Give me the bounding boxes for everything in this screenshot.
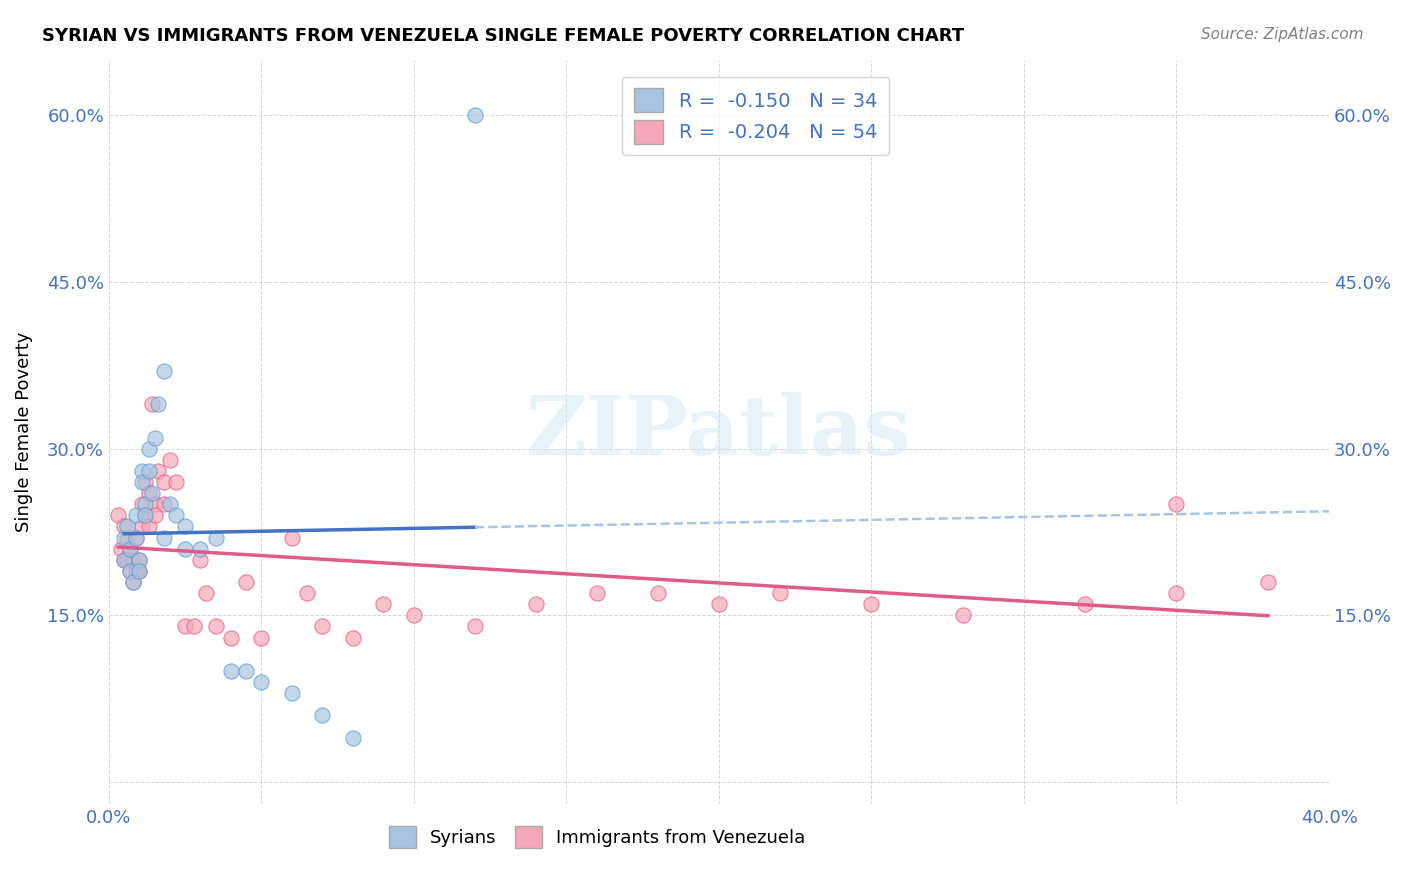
Point (134, 475, 156, 489)
Point (143, 497, 166, 511)
Point (769, 586, 792, 600)
Point (342, 631, 364, 645)
Point (128, 553, 150, 567)
Point (143, 508, 166, 523)
Point (295, 586, 318, 600)
Point (524, 597, 547, 611)
Point (464, 108, 486, 122)
Point (204, 619, 226, 633)
Point (174, 541, 197, 556)
Point (115, 553, 138, 567)
Point (219, 664, 242, 678)
Point (165, 508, 187, 523)
Point (183, 619, 205, 633)
Point (952, 608, 974, 623)
Point (141, 397, 163, 411)
Point (134, 497, 156, 511)
Text: SYRIAN VS IMMIGRANTS FROM VENEZUELA SINGLE FEMALE POVERTY CORRELATION CHART: SYRIAN VS IMMIGRANTS FROM VENEZUELA SING… (42, 27, 965, 45)
Point (190, 553, 212, 567)
Point (120, 541, 142, 556)
Point (311, 619, 333, 633)
Point (141, 486, 163, 500)
Point (1257, 574, 1279, 589)
Point (281, 531, 304, 545)
Point (143, 430, 166, 444)
Point (128, 553, 150, 567)
Point (112, 519, 135, 533)
Point (373, 597, 395, 611)
Point (250, 631, 273, 645)
Point (134, 508, 156, 523)
Point (647, 586, 669, 600)
Point (125, 508, 148, 523)
Point (152, 497, 174, 511)
Point (1166, 586, 1188, 600)
Point (174, 519, 197, 533)
Point (122, 553, 145, 567)
Legend: Syrians, Immigrants from Venezuela: Syrians, Immigrants from Venezuela (381, 818, 813, 855)
Point (159, 497, 181, 511)
Point (112, 531, 135, 545)
Point (125, 531, 148, 545)
Point (115, 531, 138, 545)
Point (138, 464, 160, 478)
Point (402, 608, 425, 623)
Point (250, 675, 273, 690)
Point (125, 564, 148, 578)
Point (146, 397, 169, 411)
Point (138, 442, 160, 456)
Text: ZIPatlas: ZIPatlas (526, 392, 911, 472)
Point (219, 631, 242, 645)
Y-axis label: Single Female Poverty: Single Female Poverty (15, 332, 32, 533)
Point (235, 574, 257, 589)
Text: Source: ZipAtlas.com: Source: ZipAtlas.com (1201, 27, 1364, 42)
Point (134, 508, 156, 523)
Point (122, 574, 145, 589)
Point (128, 564, 150, 578)
Point (120, 541, 142, 556)
Point (235, 664, 257, 678)
Point (152, 475, 174, 489)
Point (204, 531, 226, 545)
Point (311, 708, 333, 723)
Point (190, 541, 212, 556)
Point (110, 541, 132, 556)
Point (707, 597, 730, 611)
Point (281, 686, 304, 700)
Point (146, 464, 169, 478)
Point (107, 508, 129, 523)
Point (152, 364, 174, 378)
Point (159, 452, 181, 467)
Point (464, 619, 486, 633)
Point (125, 531, 148, 545)
Point (120, 564, 142, 578)
Point (1074, 597, 1097, 611)
Point (165, 475, 187, 489)
Point (138, 486, 160, 500)
Point (174, 619, 197, 633)
Point (138, 519, 160, 533)
Point (131, 475, 153, 489)
Point (152, 531, 174, 545)
Point (128, 564, 150, 578)
Point (1166, 497, 1188, 511)
Point (195, 586, 218, 600)
Point (131, 497, 153, 511)
Point (120, 564, 142, 578)
Point (115, 519, 138, 533)
Point (131, 519, 153, 533)
Point (342, 731, 364, 745)
Point (131, 464, 153, 478)
Point (586, 586, 609, 600)
Point (860, 597, 883, 611)
Point (112, 553, 135, 567)
Point (122, 574, 145, 589)
Point (112, 553, 135, 567)
